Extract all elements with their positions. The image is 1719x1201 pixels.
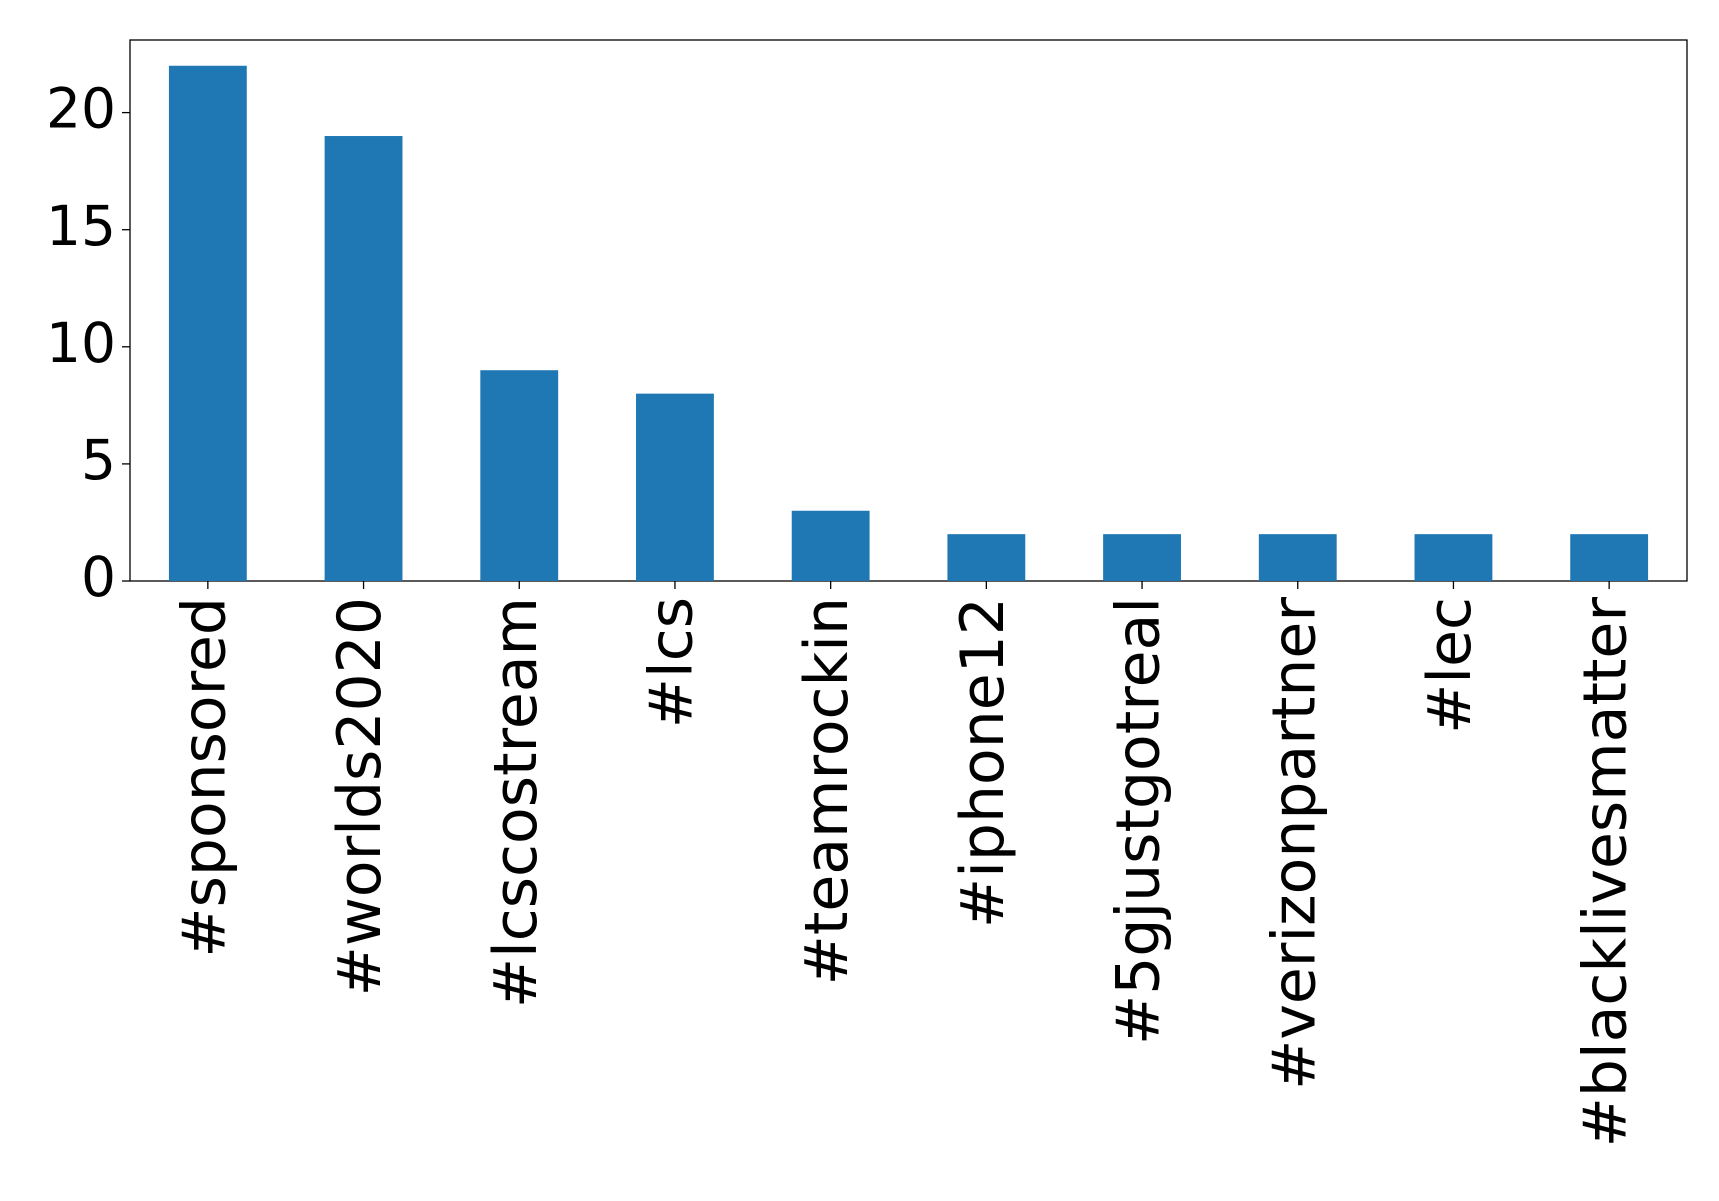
- y-tick-label: 5: [81, 428, 116, 492]
- plot-frame: [129, 39, 1688, 582]
- y-tick-label: 15: [46, 194, 116, 258]
- bar: [1258, 534, 1337, 581]
- x-tick-label: #lcscostream: [481, 597, 551, 1008]
- x-tick-label: #blacklivesmatter: [1571, 597, 1641, 1148]
- x-tick-label: #lcs: [637, 597, 707, 728]
- bar: [1570, 534, 1649, 581]
- y-tick-label: 20: [46, 77, 116, 141]
- bar: [168, 65, 247, 581]
- x-tick-label: #sponsored: [169, 597, 239, 958]
- x-tick-label: #lec: [1415, 597, 1485, 734]
- bar: [791, 510, 870, 581]
- y-tick-label: 0: [81, 545, 116, 609]
- bar: [1103, 534, 1181, 581]
- y-tick-label: 10: [46, 311, 116, 375]
- x-tick-label: #iphone12: [948, 597, 1018, 928]
- bar: [947, 534, 1026, 581]
- x-tick-label: #5gjustgotreal: [1104, 597, 1174, 1045]
- x-tick-label: #worlds2020: [325, 597, 395, 996]
- bar: [636, 393, 714, 581]
- bar: [480, 370, 559, 581]
- bar: [1414, 534, 1493, 581]
- bar: [324, 136, 403, 581]
- x-tick-label: #teamrockin: [792, 597, 862, 985]
- x-tick-label: #verizonpartner: [1259, 597, 1329, 1090]
